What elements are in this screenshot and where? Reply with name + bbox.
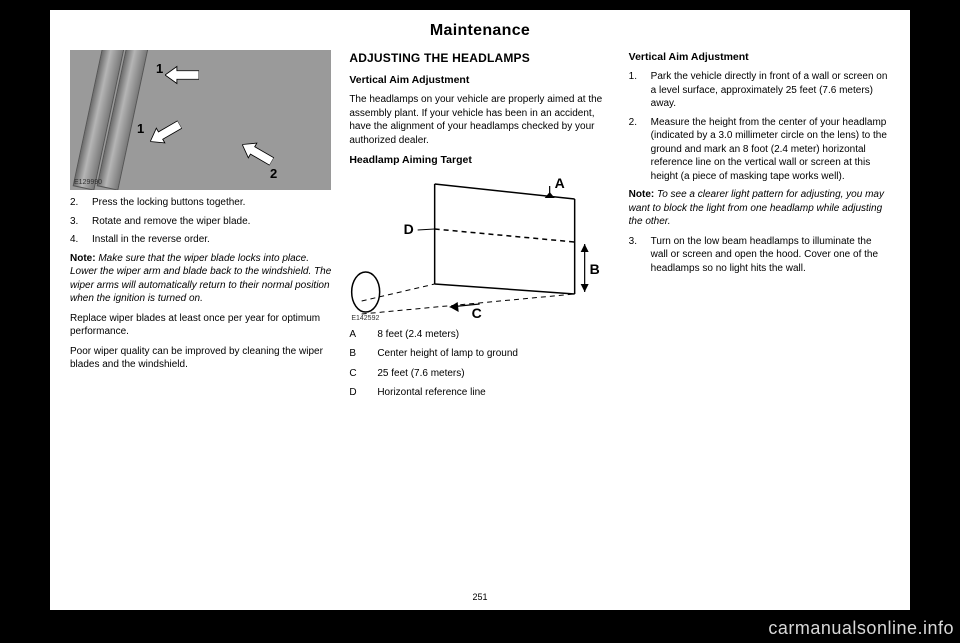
figure-id: E142592 xyxy=(351,314,379,323)
step-number: 2. xyxy=(70,196,84,210)
list-item: 2. Press the locking buttons together. xyxy=(70,196,331,210)
note-paragraph: Note: To see a clearer light pattern for… xyxy=(629,188,890,229)
legend-value: 25 feet (7.6 meters) xyxy=(377,367,464,381)
step-number: 3. xyxy=(629,235,643,276)
step-text: Press the locking buttons together. xyxy=(92,196,245,210)
legend-key: A xyxy=(349,328,363,342)
list-item: B Center height of lamp to ground xyxy=(349,347,610,361)
headlamp-diagram: A B C D E142592 xyxy=(349,174,610,324)
page-title: Maintenance xyxy=(70,22,890,40)
column-2: ADJUSTING THE HEADLAMPS Vertical Aim Adj… xyxy=(349,50,610,586)
legend-value: Horizontal reference line xyxy=(377,386,485,400)
step-text: Turn on the low beam headlamps to illumi… xyxy=(651,235,890,276)
section-heading: ADJUSTING THE HEADLAMPS xyxy=(349,50,610,66)
subsection-heading: Vertical Aim Adjustment xyxy=(349,73,610,87)
list-item: C 25 feet (7.6 meters) xyxy=(349,367,610,381)
callout-1b: 1 xyxy=(137,120,144,138)
manual-page: Maintenance 1 1 2 E129990 xyxy=(50,10,910,610)
step-text: Rotate and remove the wiper blade. xyxy=(92,215,250,229)
list-item: 1.Park the vehicle directly in front of … xyxy=(629,70,890,111)
step-number: 1. xyxy=(629,70,643,111)
diagram-label-a: A xyxy=(555,175,565,191)
note-paragraph: Note: Make sure that the wiper blade loc… xyxy=(70,252,331,306)
list-item: A 8 feet (2.4 meters) xyxy=(349,328,610,342)
step-text: Park the vehicle directly in front of a … xyxy=(651,70,890,111)
wiper-steps: 2. Press the locking buttons together. 3.… xyxy=(70,196,331,247)
note-label: Note: xyxy=(70,253,96,264)
diagram-label-d: D xyxy=(404,221,414,237)
body-text: The headlamps on your vehicle are proper… xyxy=(349,93,610,147)
list-item: 3. Rotate and remove the wiper blade. xyxy=(70,215,331,229)
legend-key: D xyxy=(349,386,363,400)
list-item: 4. Install in the reverse order. xyxy=(70,233,331,247)
content-columns: 1 1 2 E129990 2. Press the locking button… xyxy=(70,50,890,586)
legend-value: 8 feet (2.4 meters) xyxy=(377,328,459,342)
watermark: carmanualsonline.info xyxy=(768,618,954,639)
note-label: Note: xyxy=(629,189,655,200)
subsection-heading: Vertical Aim Adjustment xyxy=(629,50,890,64)
figure-id: E129990 xyxy=(74,178,102,187)
column-3: Vertical Aim Adjustment 1.Park the vehic… xyxy=(629,50,890,586)
diagram-label-b: B xyxy=(590,261,600,277)
step-number: 3. xyxy=(70,215,84,229)
body-text: Replace wiper blades at least once per y… xyxy=(70,312,331,339)
step-number: 4. xyxy=(70,233,84,247)
diagram-legend: A 8 feet (2.4 meters) B Center height of l… xyxy=(349,328,610,400)
list-item: 2.Measure the height from the center of … xyxy=(629,116,890,184)
legend-key: C xyxy=(349,367,363,381)
list-item: 3.Turn on the low beam headlamps to illu… xyxy=(629,235,890,276)
note-text: Make sure that the wiper blade locks int… xyxy=(70,253,331,305)
body-text: Poor wiper quality can be improved by cl… xyxy=(70,345,331,372)
page-number: 251 xyxy=(70,592,890,602)
step-number: 2. xyxy=(629,116,643,184)
list-item: D Horizontal reference line xyxy=(349,386,610,400)
legend-key: B xyxy=(349,347,363,361)
callout-2: 2 xyxy=(270,165,277,183)
callout-1: 1 xyxy=(156,60,163,78)
arrow-icon xyxy=(144,113,186,153)
diagram-label-c: C xyxy=(472,305,482,321)
arrow-icon xyxy=(165,62,199,88)
wiper-figure: 1 1 2 E129990 xyxy=(70,50,331,190)
subsection-heading: Headlamp Aiming Target xyxy=(349,153,610,167)
adjustment-steps: 1.Park the vehicle directly in front of … xyxy=(629,70,890,183)
step-text: Install in the reverse order. xyxy=(92,233,210,247)
column-1: 1 1 2 E129990 2. Press the locking button… xyxy=(70,50,331,586)
step-text: Measure the height from the center of yo… xyxy=(651,116,890,184)
legend-value: Center height of lamp to ground xyxy=(377,347,518,361)
note-text: To see a clearer light pattern for adjus… xyxy=(629,189,884,227)
adjustment-steps-2: 3.Turn on the low beam headlamps to illu… xyxy=(629,235,890,276)
